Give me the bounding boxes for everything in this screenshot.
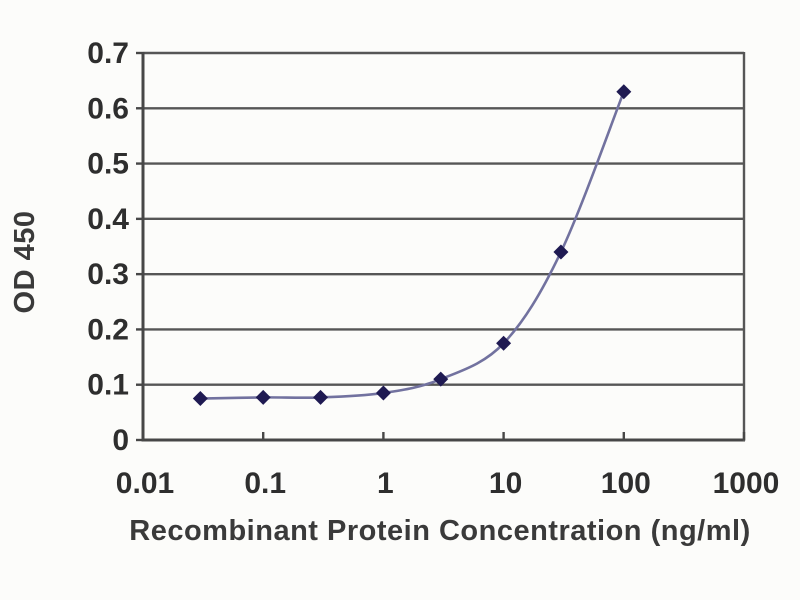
data-point-5 xyxy=(496,335,512,351)
x-axis-title: Recombinant Protein Concentration (ng/ml… xyxy=(129,515,750,547)
x-tick-label-100: 100 xyxy=(601,467,651,500)
data-point-3 xyxy=(375,385,391,401)
data-point-0 xyxy=(192,391,208,407)
y-tick-label-0.7: 0.7 xyxy=(87,37,129,70)
gridlines-group xyxy=(143,51,744,386)
y-tick-label-0.1: 0.1 xyxy=(87,369,129,402)
x-tick-label-0.01: 0.01 xyxy=(116,467,174,500)
x-tick-label-10: 10 xyxy=(489,467,522,500)
x-tick-label-1: 1 xyxy=(377,467,394,500)
data-series-group xyxy=(192,84,632,407)
y-axis-title: OD 450 xyxy=(9,211,41,314)
x-tick-label-1000: 1000 xyxy=(713,467,780,500)
axes-group xyxy=(136,51,746,442)
data-point-1 xyxy=(255,389,271,405)
y-tick-label-0.6: 0.6 xyxy=(87,92,129,125)
y-tick-label-0.3: 0.3 xyxy=(87,258,129,291)
x-tick-label-0.1: 0.1 xyxy=(244,467,286,500)
data-point-4 xyxy=(433,371,449,387)
tick-labels-group: 0 0.1 0.2 0.3 0.4 0.5 0.6 0.7 0.01 0.1 1 10 100 1000 xyxy=(87,37,779,500)
data-point-2 xyxy=(313,389,329,405)
data-point-7 xyxy=(616,84,632,100)
data-point-6 xyxy=(553,244,569,260)
y-tick-label-0.2: 0.2 xyxy=(87,313,129,346)
y-tick-label-0: 0 xyxy=(112,424,129,457)
y-tick-label-0.5: 0.5 xyxy=(87,148,129,181)
series-line xyxy=(200,91,626,400)
y-tick-label-0.4: 0.4 xyxy=(87,203,129,236)
